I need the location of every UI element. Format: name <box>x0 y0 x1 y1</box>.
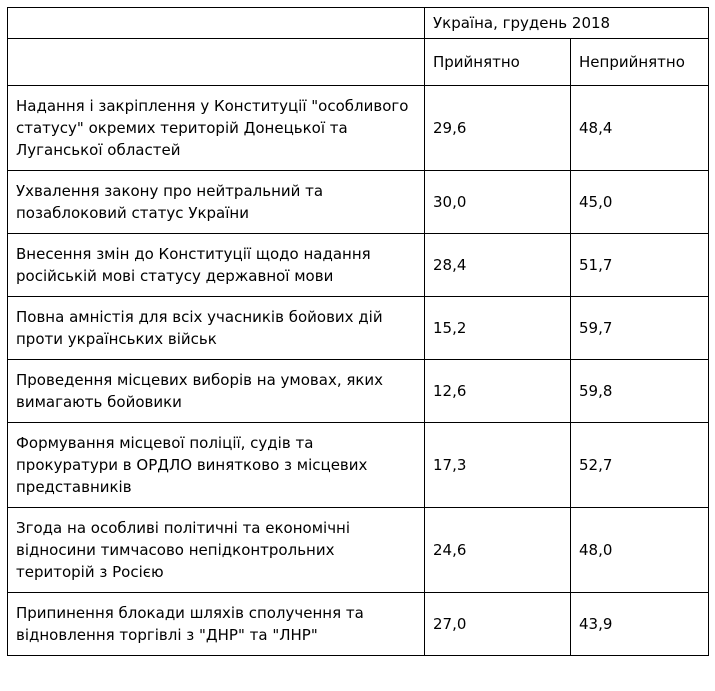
acceptable-value-cell: 24,6 <box>424 507 571 593</box>
row-label-cell: Припинення блокади шляхів сполучення та … <box>7 592 425 656</box>
unacceptable-value-cell: 48,4 <box>570 85 709 171</box>
group-header-row: Україна, грудень 2018 <box>7 7 709 39</box>
unacceptable-value-cell: 45,0 <box>570 170 709 234</box>
table-row: Згода на особливі політичні та економічн… <box>7 507 709 593</box>
group-header-cell: Україна, грудень 2018 <box>424 7 709 39</box>
survey-table: Україна, грудень 2018 Прийнятно Неприйня… <box>7 7 709 656</box>
acceptable-value-cell: 15,2 <box>424 296 571 360</box>
acceptable-value-cell: 12,6 <box>424 359 571 423</box>
table-row: Ухвалення закону про нейтральний та поза… <box>7 170 709 234</box>
row-label-cell: Формування місцевої поліції, судів та пр… <box>7 422 425 508</box>
row-label-cell: Ухвалення закону про нейтральний та поза… <box>7 170 425 234</box>
table-row: Внесення змін до Конституції щодо наданн… <box>7 233 709 297</box>
acceptable-value-cell: 30,0 <box>424 170 571 234</box>
row-label-cell: Внесення змін до Конституції щодо наданн… <box>7 233 425 297</box>
table-body: Надання і закріплення у Конституції "осо… <box>7 85 709 656</box>
table-row: Повна амністія для всіх учасників бойови… <box>7 296 709 360</box>
unacceptable-value-cell: 52,7 <box>570 422 709 508</box>
row-label-cell: Надання і закріплення у Конституції "осо… <box>7 85 425 171</box>
row-label-cell: Проведення місцевих виборів на умовах, я… <box>7 359 425 423</box>
acceptable-value-cell: 28,4 <box>424 233 571 297</box>
table-row: Проведення місцевих виборів на умовах, я… <box>7 359 709 423</box>
unacceptable-value-cell: 51,7 <box>570 233 709 297</box>
row-label-cell: Згода на особливі політичні та економічн… <box>7 507 425 593</box>
column-header-unacceptable: Неприйнятно <box>570 38 709 86</box>
unacceptable-value-cell: 43,9 <box>570 592 709 656</box>
row-label-cell: Повна амністія для всіх учасників бойови… <box>7 296 425 360</box>
column-header-acceptable: Прийнятно <box>424 38 571 86</box>
table-row: Припинення блокади шляхів сполучення та … <box>7 592 709 656</box>
unacceptable-value-cell: 59,7 <box>570 296 709 360</box>
acceptable-value-cell: 27,0 <box>424 592 571 656</box>
corner-empty-cell <box>7 38 425 86</box>
table-row: Надання і закріплення у Конституції "осо… <box>7 85 709 171</box>
acceptable-value-cell: 17,3 <box>424 422 571 508</box>
unacceptable-value-cell: 59,8 <box>570 359 709 423</box>
table-row: Формування місцевої поліції, судів та пр… <box>7 422 709 508</box>
unacceptable-value-cell: 48,0 <box>570 507 709 593</box>
column-header-row: Прийнятно Неприйнятно <box>7 38 709 86</box>
acceptable-value-cell: 29,6 <box>424 85 571 171</box>
corner-empty-cell <box>7 7 425 39</box>
